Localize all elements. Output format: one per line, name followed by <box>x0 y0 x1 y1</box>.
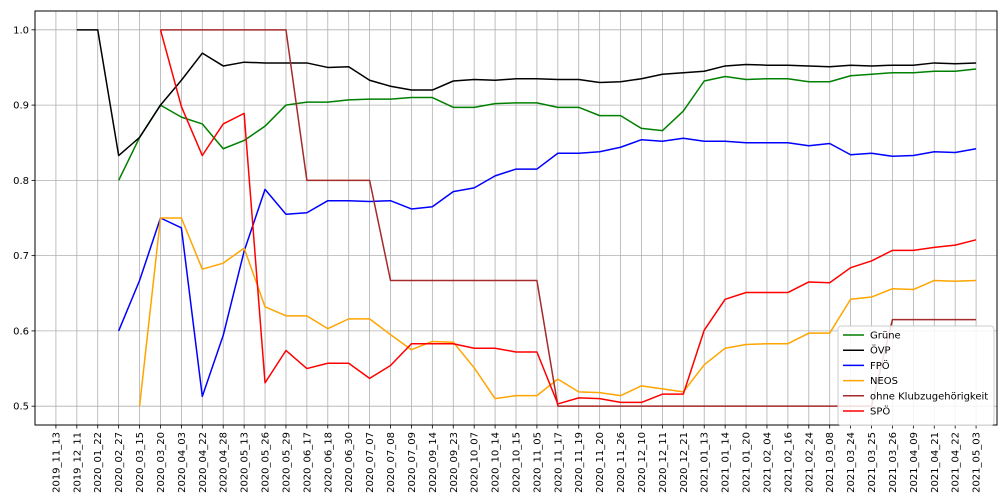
x-tick-label: 2020_06_17 <box>302 432 313 493</box>
x-tick-label: 2021_04_21 <box>930 432 941 493</box>
series-lines <box>76 29 977 407</box>
x-tick-label: 2021_02_16 <box>783 432 794 493</box>
x-tick-label: 2019_12_11 <box>72 432 83 493</box>
y-tick-label: 0.6 <box>13 326 29 337</box>
x-tick-label: 2021_03_25 <box>867 432 878 493</box>
x-tick-label: 2020_03_15 <box>135 432 146 493</box>
x-tick-label: 2020_04_03 <box>177 432 188 493</box>
x-tick-label: 2021_01_20 <box>742 432 753 493</box>
y-tick-label: 0.9 <box>13 101 29 112</box>
x-tick-label: 2020_04_22 <box>198 432 209 493</box>
x-tick-label: 2020_07_07 <box>365 432 376 493</box>
x-tick-label: 2020_10_14 <box>491 432 502 493</box>
x-tick-label: 2021_01_14 <box>721 432 732 493</box>
legend-label: Grüne <box>870 331 901 342</box>
y-axis: 0.5 0.6 0.7 0.8 0.9 1.0 <box>13 25 35 413</box>
legend: Grüne ÖVP FPÖ NEOS ohne Klubzugehörigkeit SPÖ <box>837 325 995 426</box>
x-tick-label: 2020_11_17 <box>553 432 564 493</box>
x-tick-label: 2021_03_26 <box>888 432 899 493</box>
x-tick-label: 2021_02_04 <box>762 432 773 493</box>
x-tick-label: 2020_05_13 <box>240 432 251 493</box>
x-tick-label: 2019_11_13 <box>51 432 62 493</box>
x-tick-label: 2021_03_08 <box>825 432 836 493</box>
x-tick-label: 2020_06_18 <box>323 432 334 493</box>
x-tick-label: 2021_04_09 <box>909 432 920 493</box>
x-tick-label: 2020_04_28 <box>219 432 230 493</box>
series-line <box>117 68 977 181</box>
x-tick-label: 2020_10_07 <box>470 432 481 493</box>
x-tick-label: 2020_06_30 <box>344 432 355 493</box>
y-tick-label: 0.5 <box>13 402 29 413</box>
x-axis: 2019_11_13 2019_12_11 2020_01_22 2020_02_27… <box>51 425 983 493</box>
y-tick-label: 1.0 <box>13 25 29 36</box>
x-tick-label: 2020_03_20 <box>156 432 167 493</box>
series-line <box>159 29 977 405</box>
series-line <box>117 137 977 398</box>
x-tick-label: 2020_07_09 <box>407 432 418 493</box>
x-tick-label: 2020_10_15 <box>512 432 523 493</box>
x-tick-label: 2020_01_22 <box>93 432 104 493</box>
x-tick-label: 2021_02_24 <box>804 432 815 493</box>
x-tick-label: 2020_09_14 <box>428 432 439 493</box>
x-tick-label: 2021_03_24 <box>846 432 857 493</box>
x-tick-label: 2020_12_10 <box>637 432 648 493</box>
x-tick-label: 2021_04_22 <box>951 432 962 493</box>
legend-label: ÖVP <box>870 344 891 357</box>
x-tick-label: 2021_05_03 <box>972 432 983 493</box>
x-tick-label: 2020_07_08 <box>386 432 397 493</box>
x-tick-label: 2020_12_11 <box>658 432 669 493</box>
x-tick-label: 2020_11_19 <box>574 432 585 493</box>
x-tick-label: 2021_01_13 <box>700 432 711 493</box>
y-tick-label: 0.8 <box>13 176 29 187</box>
x-tick-label: 2020_11_20 <box>595 432 606 493</box>
legend-label: ohne Klubzugehörigkeit <box>870 391 988 402</box>
grid-lines <box>35 11 997 425</box>
x-tick-label: 2020_09_23 <box>449 432 460 493</box>
legend-label: FPÖ <box>870 359 890 372</box>
series-line <box>138 217 977 407</box>
legend-box <box>837 325 995 426</box>
y-tick-label: 0.7 <box>13 251 29 262</box>
x-tick-label: 2020_02_27 <box>114 432 125 493</box>
x-tick-label: 2020_05_26 <box>261 432 272 493</box>
x-tick-label: 2020_12_21 <box>679 432 690 493</box>
legend-label: SPÖ <box>870 405 890 418</box>
x-tick-label: 2020_11_26 <box>616 432 627 493</box>
legend-label: NEOS <box>870 376 898 387</box>
series-line <box>76 29 977 157</box>
x-tick-label: 2020_11_05 <box>532 432 543 493</box>
x-tick-label: 2020_05_29 <box>281 432 292 493</box>
